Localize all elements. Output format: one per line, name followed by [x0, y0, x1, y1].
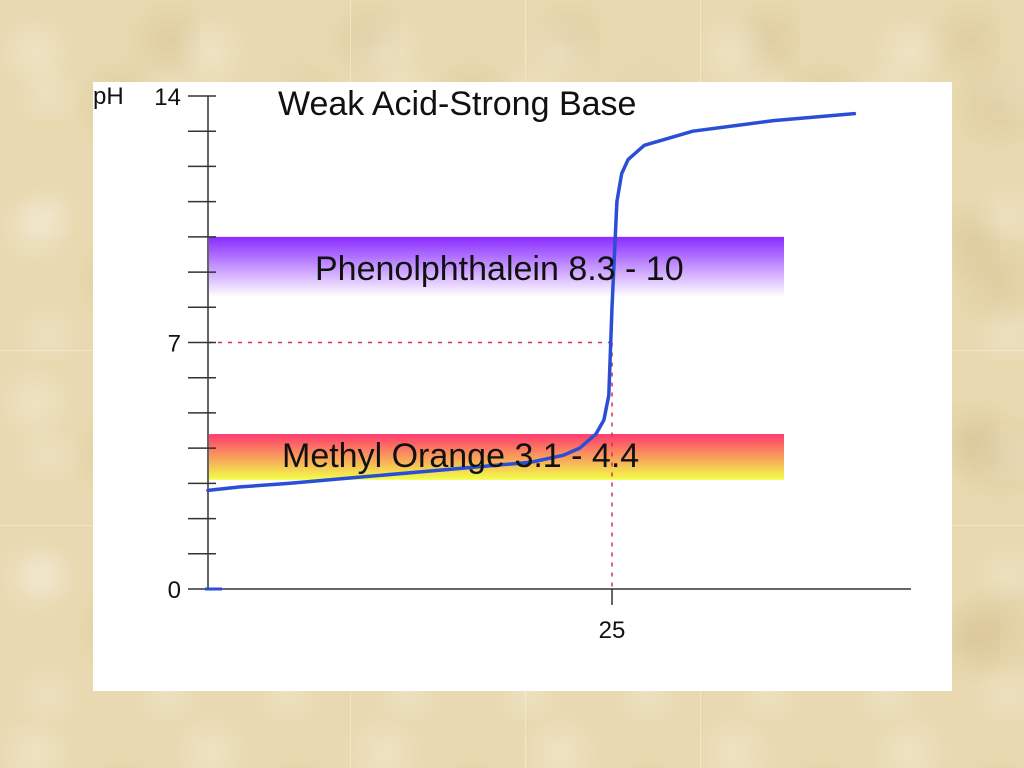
data-point: [610, 306, 614, 309]
axes: 0 7 14 25: [154, 84, 911, 644]
data-point: [530, 461, 533, 464]
data-point: [620, 172, 623, 175]
indicator-band-1: [209, 434, 784, 480]
indicator-band-0: [209, 236, 784, 297]
data-point: [691, 130, 695, 133]
data-point: [206, 489, 210, 492]
y-axis-label: pH: [93, 83, 124, 110]
titration-curve: [206, 111, 857, 493]
data-point: [449, 468, 452, 471]
y-tick-label: 0: [168, 577, 181, 604]
chart-title: Weak Acid-Strong Base: [278, 85, 636, 123]
data-point: [602, 418, 606, 422]
titration-chart: 0 7 14 25 Weak Acid-Strong Base pH Phenolph…: [93, 83, 911, 644]
x-tick-label: 25: [599, 617, 626, 644]
chart-panel: 0 7 14 25 Weak Acid-Strong Base pH Phenolph…: [93, 82, 952, 691]
data-point: [607, 394, 610, 397]
data-point: [615, 200, 619, 203]
indicator-bands: [209, 236, 784, 480]
data-point: [853, 112, 856, 115]
y-tick-label: 7: [168, 331, 181, 358]
data-point: [239, 485, 242, 489]
labels: Weak Acid-Strong Base pH Phenolphthalein…: [93, 83, 684, 475]
data-point: [578, 446, 581, 450]
data-point: [643, 144, 646, 147]
y-tick-label: 14: [154, 84, 181, 111]
band-label-phenolphthalein: Phenolphthalein 8.3 - 10: [315, 250, 684, 288]
data-point: [594, 432, 598, 436]
data-point: [368, 475, 371, 478]
band-label-methyl-orange: Methyl Orange 3.1 - 4.4: [282, 437, 639, 475]
data-point: [287, 482, 291, 485]
data-point: [626, 158, 630, 161]
data-point: [772, 119, 775, 122]
series-layer: [205, 111, 857, 591]
data-point: [562, 453, 565, 457]
reference-lines: [208, 341, 613, 589]
